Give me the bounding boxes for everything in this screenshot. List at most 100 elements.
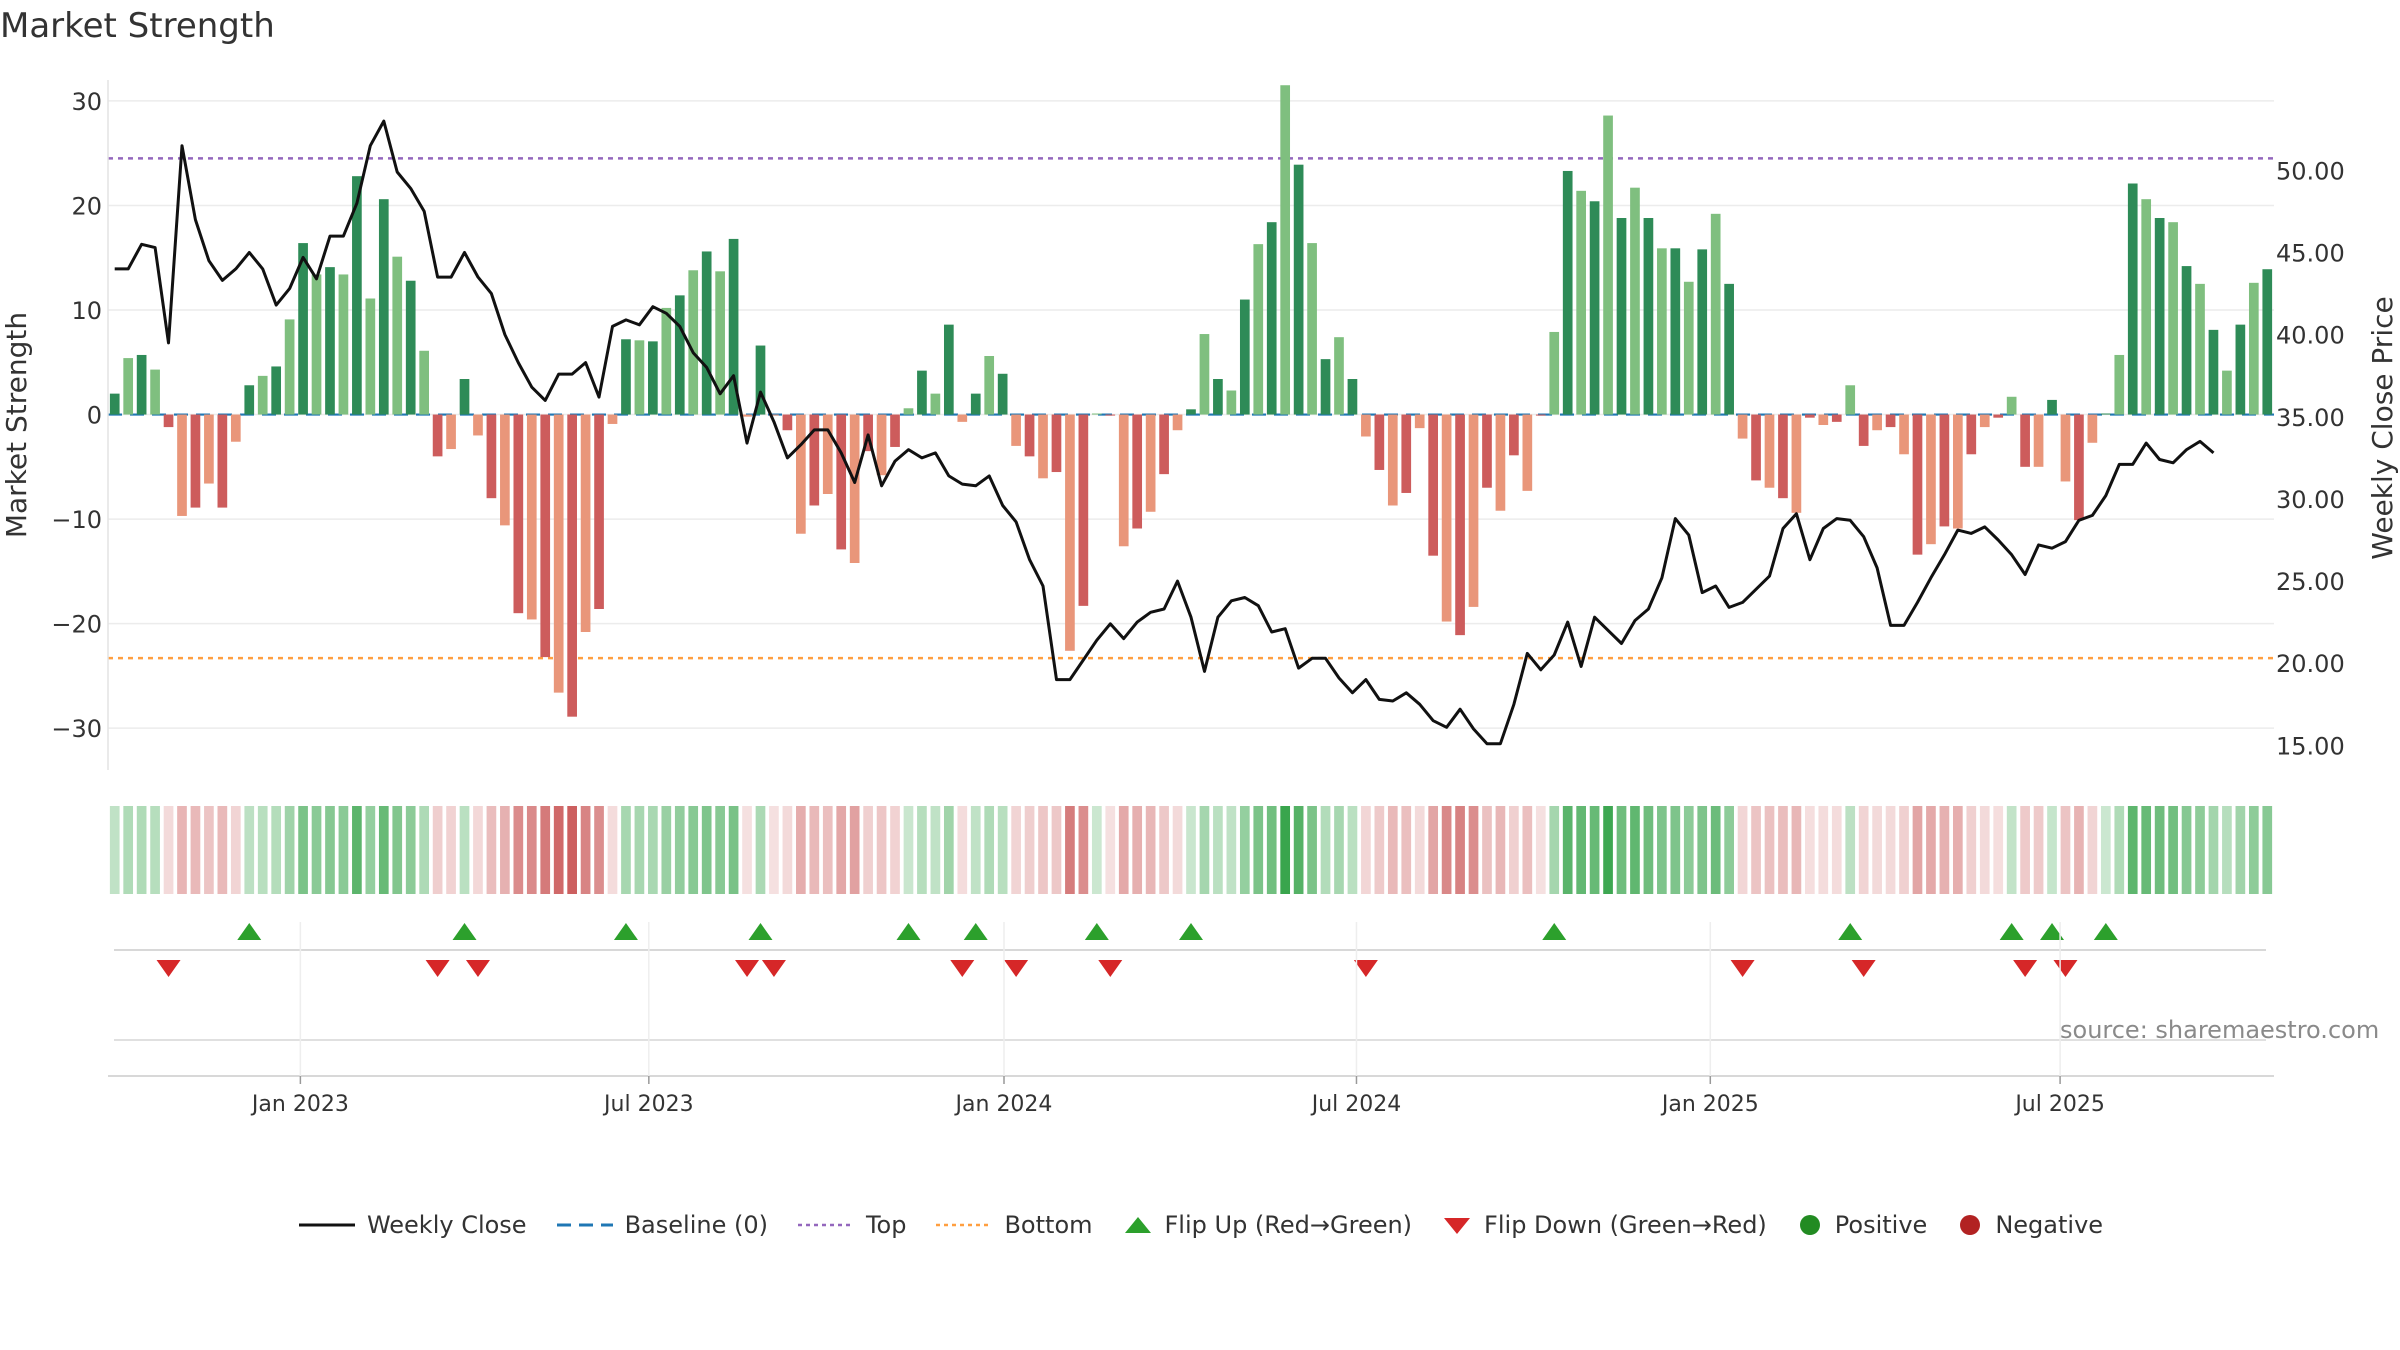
heat-cell (204, 806, 214, 894)
heat-cell (2006, 806, 2017, 894)
heat-cell (1926, 806, 1936, 894)
heat-cell (352, 806, 362, 894)
heat-cell (674, 806, 685, 894)
heat-cell (1670, 806, 1681, 894)
heat-cell (580, 806, 591, 894)
flip-down-marker (735, 960, 760, 977)
heat-cell (392, 806, 403, 894)
legend-label: Negative (1995, 1211, 2104, 1239)
strength-bar (486, 414, 497, 499)
strength-bar (2060, 414, 2071, 482)
heat-cell (311, 806, 322, 894)
heat-cell (1455, 806, 1465, 894)
legend-weekly-close[interactable]: Weekly Close (297, 1211, 527, 1239)
flip-up-marker (452, 923, 477, 940)
strength-bar (634, 340, 645, 415)
heat-cell (957, 806, 968, 894)
strength-bar (1199, 334, 1210, 415)
heat-cell (136, 806, 147, 894)
legend-negative[interactable]: Negative (1955, 1211, 2103, 1239)
heat-cell (715, 806, 725, 894)
flip-down-marker (2053, 960, 2078, 977)
triangle-down-icon (1444, 1218, 1471, 1234)
y-tick-label: 20 (71, 192, 102, 220)
strength-bar (2020, 414, 2030, 467)
x-tick-label: Jul 2024 (1310, 1092, 1402, 1117)
strength-bar (769, 414, 779, 416)
heat-cell (150, 806, 160, 894)
heat-cell (500, 806, 510, 894)
strength-bar (1899, 414, 1909, 455)
legend-baseline[interactable]: Baseline (0) (555, 1211, 768, 1239)
strength-bar (2168, 222, 2178, 415)
heat-cell (486, 806, 497, 894)
heat-cell (1239, 806, 1250, 894)
strength-bar (728, 238, 739, 415)
strength-bar (621, 339, 631, 415)
heat-cell (903, 806, 914, 894)
heat-cell (163, 806, 174, 894)
strength-bar (1737, 414, 1748, 439)
strength-bar (809, 414, 820, 506)
strength-bar (594, 414, 604, 609)
legend-top[interactable]: Top (796, 1211, 907, 1239)
strength-bar (2235, 324, 2246, 415)
heat-cell (1226, 806, 1237, 894)
legend-positive[interactable]: Positive (1795, 1211, 1927, 1239)
flip-up-marker (1084, 923, 1109, 940)
heat-cell (1737, 806, 1748, 894)
heat-cell (1320, 806, 1331, 894)
flip-up-marker (237, 923, 262, 940)
strength-bar (1441, 414, 1452, 622)
strength-bar (1912, 414, 1923, 555)
y2-tick-label: 35.00 (2276, 404, 2345, 432)
heat-cell (109, 806, 120, 894)
strength-bar (1213, 379, 1223, 415)
strength-bar (1885, 414, 1896, 428)
heat-cell (1266, 806, 1277, 894)
y-tick-label: 10 (71, 297, 102, 325)
heat-cell (1253, 806, 1264, 894)
flip-up-marker (2093, 923, 2118, 940)
flip-up-marker (1179, 923, 1203, 940)
strength-bar (930, 393, 941, 415)
heat-cell (836, 806, 847, 894)
legend-flip-down[interactable]: Flip Down (Green→Red) (1440, 1211, 1767, 1239)
heat-cell (1024, 806, 1035, 894)
heat-cell (1509, 806, 1519, 894)
strength-bar (1630, 187, 1640, 415)
heat-cell (177, 806, 187, 894)
legend-bottom[interactable]: Bottom (934, 1211, 1093, 1239)
strength-bar (1670, 248, 1681, 415)
heat-cell (1468, 806, 1479, 894)
strength-bar (419, 350, 429, 415)
heat-cell (1831, 806, 1842, 894)
strength-bar (1966, 414, 1977, 455)
heat-cell (405, 806, 416, 894)
heat-cell (244, 806, 255, 894)
y-tick-label: −30 (51, 715, 102, 743)
heat-cell (1939, 806, 1950, 894)
heat-cell (257, 806, 268, 894)
heat-cell (1697, 806, 1708, 894)
heat-cell (1078, 806, 1089, 894)
strength-bar (674, 295, 685, 415)
strength-bar (822, 414, 833, 494)
strength-bar (244, 385, 255, 415)
heat-cell (701, 806, 712, 894)
legend-flip-up[interactable]: Flip Up (Red→Green) (1121, 1211, 1412, 1239)
flip-up-marker (1999, 923, 2024, 940)
flip-down-marker (1353, 960, 1378, 977)
strength-bar (1038, 414, 1048, 479)
legend-label: Top (865, 1211, 907, 1239)
heat-cell (2235, 806, 2246, 894)
strength-bar (688, 270, 699, 415)
strength-bar (1953, 414, 1963, 529)
strength-bar (136, 354, 147, 415)
strength-bar (1778, 414, 1788, 499)
strength-bar (553, 414, 564, 693)
heat-cell (2195, 806, 2205, 894)
heat-cell (1132, 806, 1143, 894)
strength-bar (580, 414, 591, 632)
heat-cell (230, 806, 241, 894)
